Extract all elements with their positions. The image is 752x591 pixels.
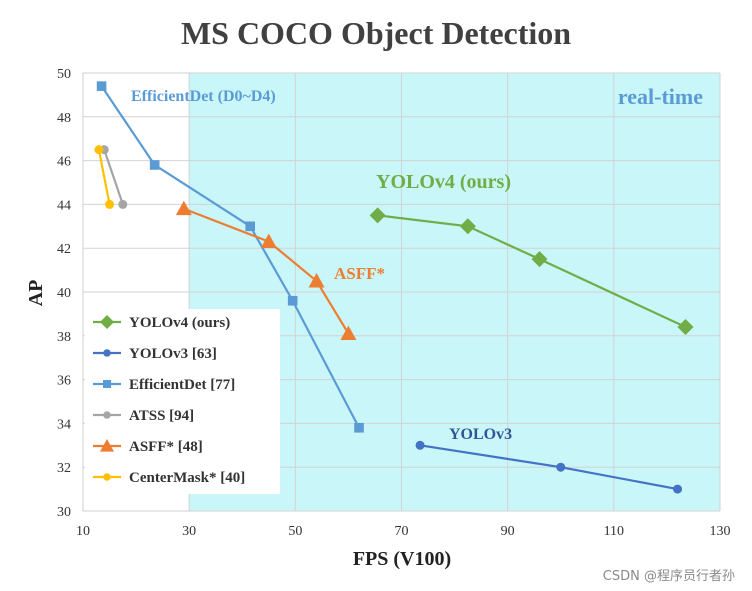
x-tick-label: 50 xyxy=(288,524,302,539)
yolov3-63-point xyxy=(415,440,425,450)
x-tick-label: 90 xyxy=(501,524,515,539)
legend-label-centermask-40: CenterMask* [40] xyxy=(129,470,245,486)
yolov3-63-point xyxy=(673,484,683,494)
x-tick-label: 130 xyxy=(710,524,731,539)
asff-48-point xyxy=(260,233,277,249)
efficientdet-77-point xyxy=(354,422,364,433)
atss-94-line xyxy=(103,149,124,205)
yolov4-ours-line xyxy=(377,214,686,329)
y-tick-label: 50 xyxy=(57,67,71,82)
y-axis-label: AP xyxy=(25,280,47,307)
x-tick-label: 110 xyxy=(604,524,624,539)
yolov4-ours-point xyxy=(531,251,548,268)
y-tick-label: 30 xyxy=(57,505,71,520)
legend-marker-centermask-40 xyxy=(103,473,111,481)
centermask-40-line xyxy=(97,149,111,205)
legend-label-atss-94: ATSS [94] xyxy=(129,408,194,424)
yolov4-ours-annotation: YOLOv4 (ours) xyxy=(376,171,511,193)
efficientdet-77-annotation: EfficientDet (D0~D4) xyxy=(131,88,276,105)
asff-48-point xyxy=(340,325,357,341)
y-tick-label: 48 xyxy=(57,111,71,126)
y-tick-label: 46 xyxy=(57,155,71,170)
legend-marker-asff-48 xyxy=(100,439,114,452)
asff-48-point xyxy=(308,273,325,288)
legend-marker-yolov3-63 xyxy=(103,349,111,357)
chart-title: MS COCO Object Detection xyxy=(181,15,571,51)
yolov3-63-point xyxy=(556,462,566,472)
legend-marker-efficientdet-77 xyxy=(103,380,111,388)
legend-label-asff-48: ASFF* [48] xyxy=(129,439,203,455)
legend-marker-yolov4-ours xyxy=(100,315,114,329)
x-tick-label: 70 xyxy=(395,524,409,539)
efficientdet-77-point xyxy=(245,221,256,232)
yolov4-ours-point xyxy=(677,319,694,336)
legend-box xyxy=(85,309,280,494)
asff-48-point xyxy=(175,200,192,216)
x-tick-label: 30 xyxy=(182,524,196,539)
legend-marker-atss-94 xyxy=(103,411,111,419)
legend-label-yolov4-ours: YOLOv4 (ours) xyxy=(129,315,230,331)
y-tick-label: 42 xyxy=(57,242,71,257)
watermark: CSDN @程序员行者孙 xyxy=(603,569,735,584)
yolov3-63-annotation: YOLOv3 xyxy=(449,426,512,443)
centermask-40-point xyxy=(105,199,115,209)
atss-94-point xyxy=(118,199,128,209)
efficientdet-77-point xyxy=(287,295,298,306)
x-tick-label: 10 xyxy=(76,524,90,539)
y-tick-label: 38 xyxy=(57,330,71,345)
y-tick-label: 44 xyxy=(57,198,71,213)
y-tick-label: 36 xyxy=(57,374,71,389)
centermask-40-point xyxy=(94,145,104,155)
yolov4-ours-point xyxy=(459,218,476,235)
x-axis-label: FPS (V100) xyxy=(353,548,451,570)
legend-label-yolov3-63: YOLOv3 [63] xyxy=(129,346,217,362)
y-tick-label: 34 xyxy=(57,417,71,432)
asff-48-line xyxy=(183,207,350,335)
asff-48-annotation: ASFF* xyxy=(334,264,385,283)
efficientdet-77-point xyxy=(96,81,107,91)
efficientdet-77-point xyxy=(149,160,160,170)
yolov4-ours-point xyxy=(369,207,386,224)
y-tick-label: 32 xyxy=(57,461,71,476)
legend-label-efficientdet-77: EfficientDet [77] xyxy=(129,377,235,393)
y-tick-label: 40 xyxy=(57,286,71,301)
realtime-region-label: real-time xyxy=(618,84,703,109)
